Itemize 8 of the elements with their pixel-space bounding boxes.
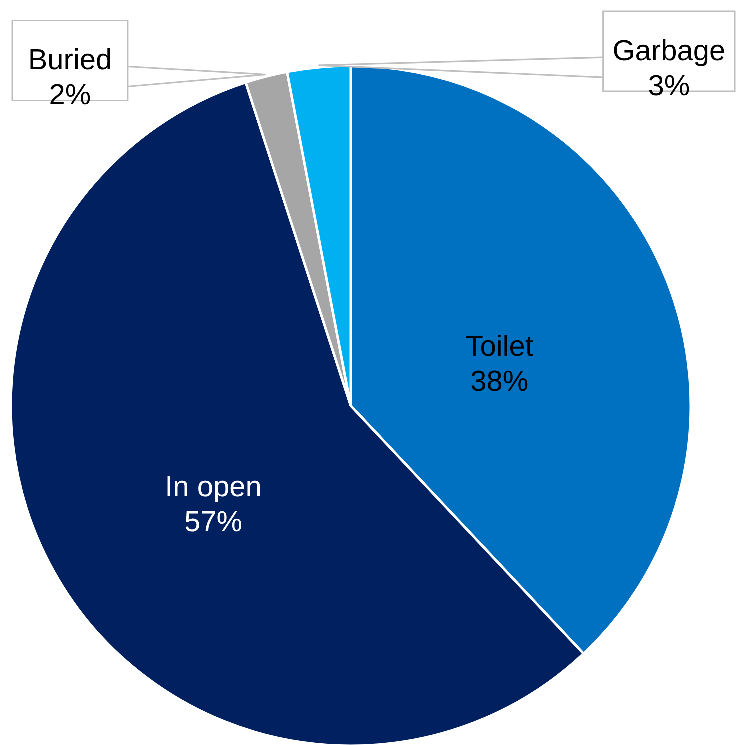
data-label: 38% <box>470 366 529 398</box>
slice-label: Toilet <box>466 331 534 364</box>
data-label: 2% <box>49 80 92 112</box>
data-label: 57% <box>184 506 242 538</box>
data-label: 3% <box>648 70 690 103</box>
slice-label: Garbage <box>612 36 726 68</box>
slice-label: In open <box>165 471 262 504</box>
slice-label: Buried <box>28 44 112 77</box>
